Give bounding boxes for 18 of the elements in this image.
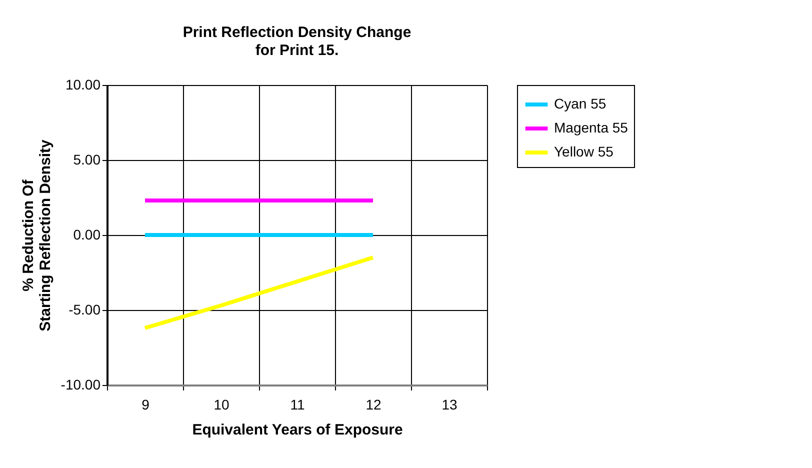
x-tick-label: 13 <box>442 396 458 412</box>
legend-label: Magenta 55 <box>554 120 628 136</box>
x-tick-label: 12 <box>366 396 382 412</box>
y-axis-title: % Reduction Of Starting Reflection Density <box>20 138 54 332</box>
legend-label: Yellow 55 <box>554 144 614 160</box>
x-tick-label: 10 <box>214 396 230 412</box>
x-tick-label: 11 <box>290 396 305 412</box>
chart-title: Print Reflection Density Change <box>182 24 412 41</box>
y-tick-label: -10.00 <box>60 376 101 392</box>
chart-subtitle: for Print 15. <box>255 42 339 59</box>
y-tick-label: 0.00 <box>73 226 101 242</box>
x-axis-title: Equivalent Years of Exposure <box>192 422 403 438</box>
line-series <box>143 256 375 330</box>
x-tick-label: 9 <box>142 396 150 412</box>
legend-label: Cyan 55 <box>554 96 606 112</box>
y-tick-label: -5.00 <box>68 302 101 318</box>
y-tick-label: 5.00 <box>73 152 101 168</box>
y-tick-label: 10.00 <box>65 76 101 92</box>
